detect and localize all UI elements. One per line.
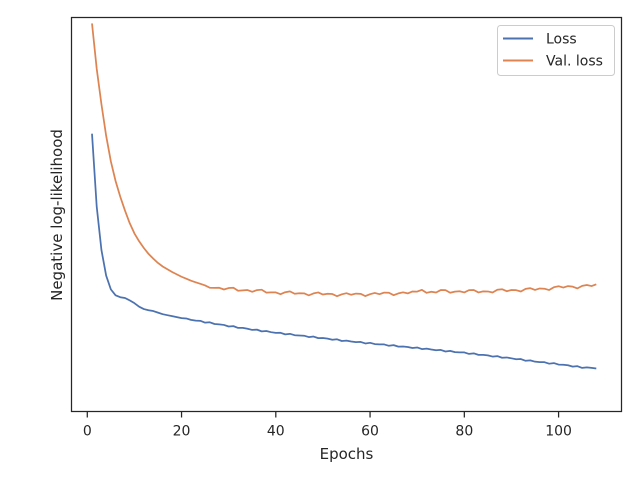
series-line-loss (91, 133, 597, 370)
plot-frame (70, 16, 623, 413)
y-axis-label: Negative log-likelihood (48, 129, 66, 301)
legend: Loss Val. loss (497, 25, 615, 76)
legend-label-loss: Loss (546, 32, 577, 48)
x-tick-label: 100 (545, 424, 572, 440)
x-axis-label: Epochs (320, 445, 374, 463)
series-layer (91, 23, 597, 370)
x-tick-label: 40 (267, 424, 285, 440)
x-tick-label: 0 (83, 424, 92, 440)
series-line-val-loss (91, 23, 597, 298)
x-tick-label: 80 (455, 424, 473, 440)
x-axis-ticks: 0 20 40 60 80 100 (83, 411, 572, 440)
x-tick-label: 20 (173, 424, 191, 440)
x-tick-label: 60 (361, 424, 379, 440)
legend-label-val-loss: Val. loss (546, 54, 603, 70)
